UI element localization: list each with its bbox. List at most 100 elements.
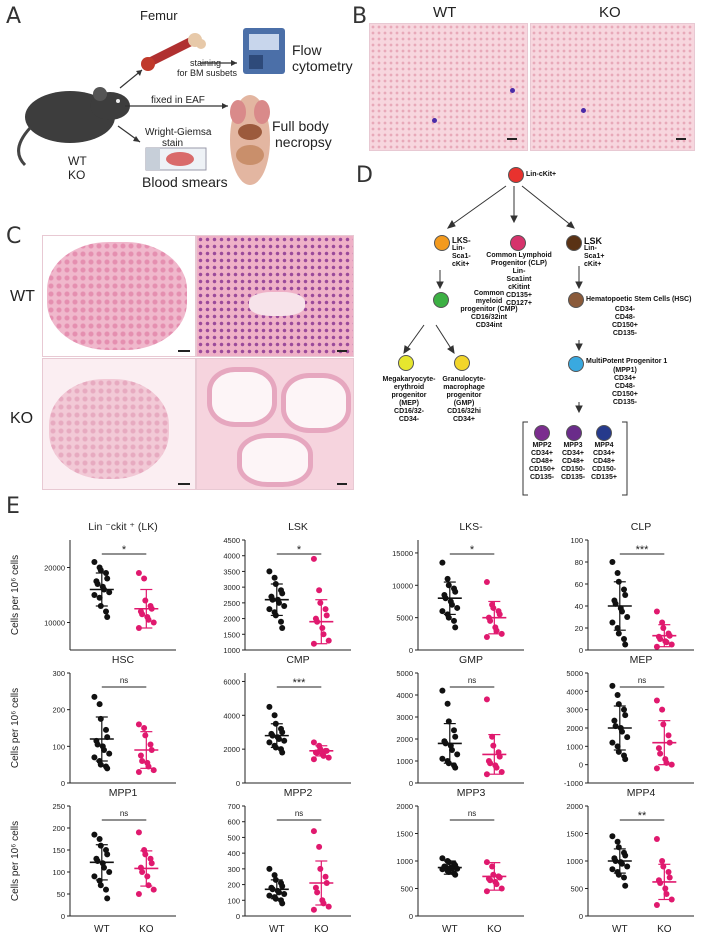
chart-4-title: CLP (631, 521, 651, 533)
chart-11-ko-point (483, 859, 490, 866)
chart-11-ytick-label: 2000 (396, 802, 413, 811)
chart-4-ytick-label: 60 (575, 580, 583, 589)
chart-11-ko-point (496, 874, 503, 881)
chart-1-ko-point (141, 575, 148, 582)
chart-6-ytick-label: 4000 (223, 711, 240, 720)
chart-7-ytick-label: 4000 (396, 691, 413, 700)
chart-9-wt-point (106, 869, 113, 875)
chart-9-wt-point (96, 836, 103, 842)
chart-9-wt-point (97, 842, 104, 849)
chart-10-wt-point (276, 889, 282, 896)
chart-8-wt-point (611, 717, 618, 724)
chart-2-ytick-label: 3000 (223, 583, 240, 592)
chart-8-ko-point (657, 750, 664, 757)
chart-4-ko-point (660, 625, 667, 631)
chart-2-ytick-label: 2000 (223, 615, 240, 624)
chart-4-ko-point (668, 641, 675, 648)
wright-label: Wright-Giemsa (145, 127, 212, 138)
hsc-node-label: Hematopoetic Stem Cells (HSC) (586, 296, 692, 303)
fixed-label: fixed in EAF (151, 95, 205, 106)
chart-8-ytick-label: 4000 (566, 687, 583, 696)
cmp-node-label: Common myeloid progenitor (CMP) CD16/32i… (460, 290, 518, 329)
chart-9-ko-point (139, 869, 146, 875)
mouse-illustration (17, 87, 130, 167)
chart-1-sig-label: * (122, 544, 127, 556)
chart-2-wt-point (279, 625, 286, 631)
lks-minus-node-circle (434, 235, 450, 251)
chart-9-title: MPP1 (109, 787, 138, 799)
chart-3-wt-point (444, 575, 451, 582)
chart-3-wt-point (449, 601, 455, 608)
chart-3-wt-point (452, 588, 459, 595)
panel-letter-d: D (356, 163, 373, 188)
chart-9-xlabel-ko: KO (139, 924, 154, 935)
chart-12-wt-point (619, 860, 625, 867)
chart-6-wt-point (279, 729, 286, 736)
chart-6-ytick-label: 6000 (223, 677, 240, 686)
chart-3-ko-point (487, 617, 494, 624)
chart-10-xlabel-ko: KO (314, 924, 329, 935)
ko-blood-smear-image (530, 23, 695, 151)
chart-2-wt-point (271, 574, 278, 581)
blood-smears-label: Blood smears (142, 174, 228, 190)
staining-label-2: for BM susbets (177, 68, 238, 78)
chart-2-ko-point (310, 555, 317, 562)
chart-12-wt-point (614, 838, 621, 845)
chart-5-wt-point (96, 701, 103, 708)
chart-12-wt-point (622, 852, 629, 859)
chart-8-ytick-label: 3000 (566, 706, 583, 715)
chart-8-ytick-label: 1000 (566, 742, 583, 751)
chart-9-ytick-label: 50 (57, 890, 65, 899)
chart-1-ytick-label: 20000 (44, 564, 65, 573)
chart-5-ko-point (142, 732, 149, 739)
chart-12-ytick-label: 1500 (566, 830, 583, 839)
chart-10-wt-point (266, 865, 273, 872)
chart-2-title: LSK (288, 521, 308, 533)
mpp2-node-circle (534, 425, 550, 441)
chart-3-sig-label: * (470, 544, 475, 556)
chart-9-ytick-label: 100 (52, 868, 65, 877)
chart-12-wt-point (622, 882, 629, 889)
chart-7-title: GMP (459, 654, 483, 666)
chart-3-wt-point (451, 617, 457, 624)
cmp-node-circle (433, 292, 449, 308)
chart-10-wt-point (279, 883, 286, 890)
femur-bone-illustration (141, 33, 206, 71)
chart-7-wt-point (439, 687, 446, 694)
stain-label: stain (162, 138, 184, 149)
chart-8-wt-point (614, 743, 621, 750)
chart-5-wt-point (106, 750, 113, 757)
chart-7-ko-point (490, 742, 497, 749)
chart-4-ko-point (653, 608, 660, 615)
full-body-label: Full body (272, 118, 329, 134)
chart-11-ko-point (493, 881, 500, 888)
chart-12-ko-point (668, 896, 675, 903)
chart-8-wt-point (614, 692, 621, 698)
chart-10-ko-point (314, 889, 321, 896)
chart-7-ytick-label: 0 (409, 779, 413, 788)
chart-11-xlabel-wt: WT (442, 924, 458, 935)
chart-12-ytick-label: 0 (579, 912, 583, 921)
panel-b-ko-label: KO (599, 4, 621, 21)
chart-2-ko-point (319, 625, 326, 631)
chart-1-ko-point (150, 619, 157, 626)
chart-8-ytick-label: 5000 (566, 669, 583, 678)
chart-5-ko-point (139, 758, 146, 764)
femur-label: Femur (140, 8, 178, 23)
chart-1-wt-point (96, 594, 103, 601)
chart-5-ko-point (135, 721, 142, 728)
chart-3-wt-point (445, 582, 452, 589)
chart-7-ytick-label: 5000 (396, 669, 413, 678)
chart-2-ko-point (320, 631, 327, 638)
chart-3-ko-point (496, 611, 503, 618)
chart-4-ko-point (663, 639, 670, 646)
chart-2-sig-label: * (297, 544, 302, 556)
chart-5-ytick-label: 0 (61, 779, 65, 788)
chart-11-title: MPP3 (457, 787, 486, 799)
chart-5-wt-point (97, 761, 104, 768)
chart-12-ko-point (653, 836, 660, 842)
chart-6-ko-point (310, 756, 317, 763)
chart-5-wt-point (103, 726, 109, 733)
chart-8-wt-point (621, 706, 627, 713)
chart-10-ko-point (310, 906, 317, 913)
